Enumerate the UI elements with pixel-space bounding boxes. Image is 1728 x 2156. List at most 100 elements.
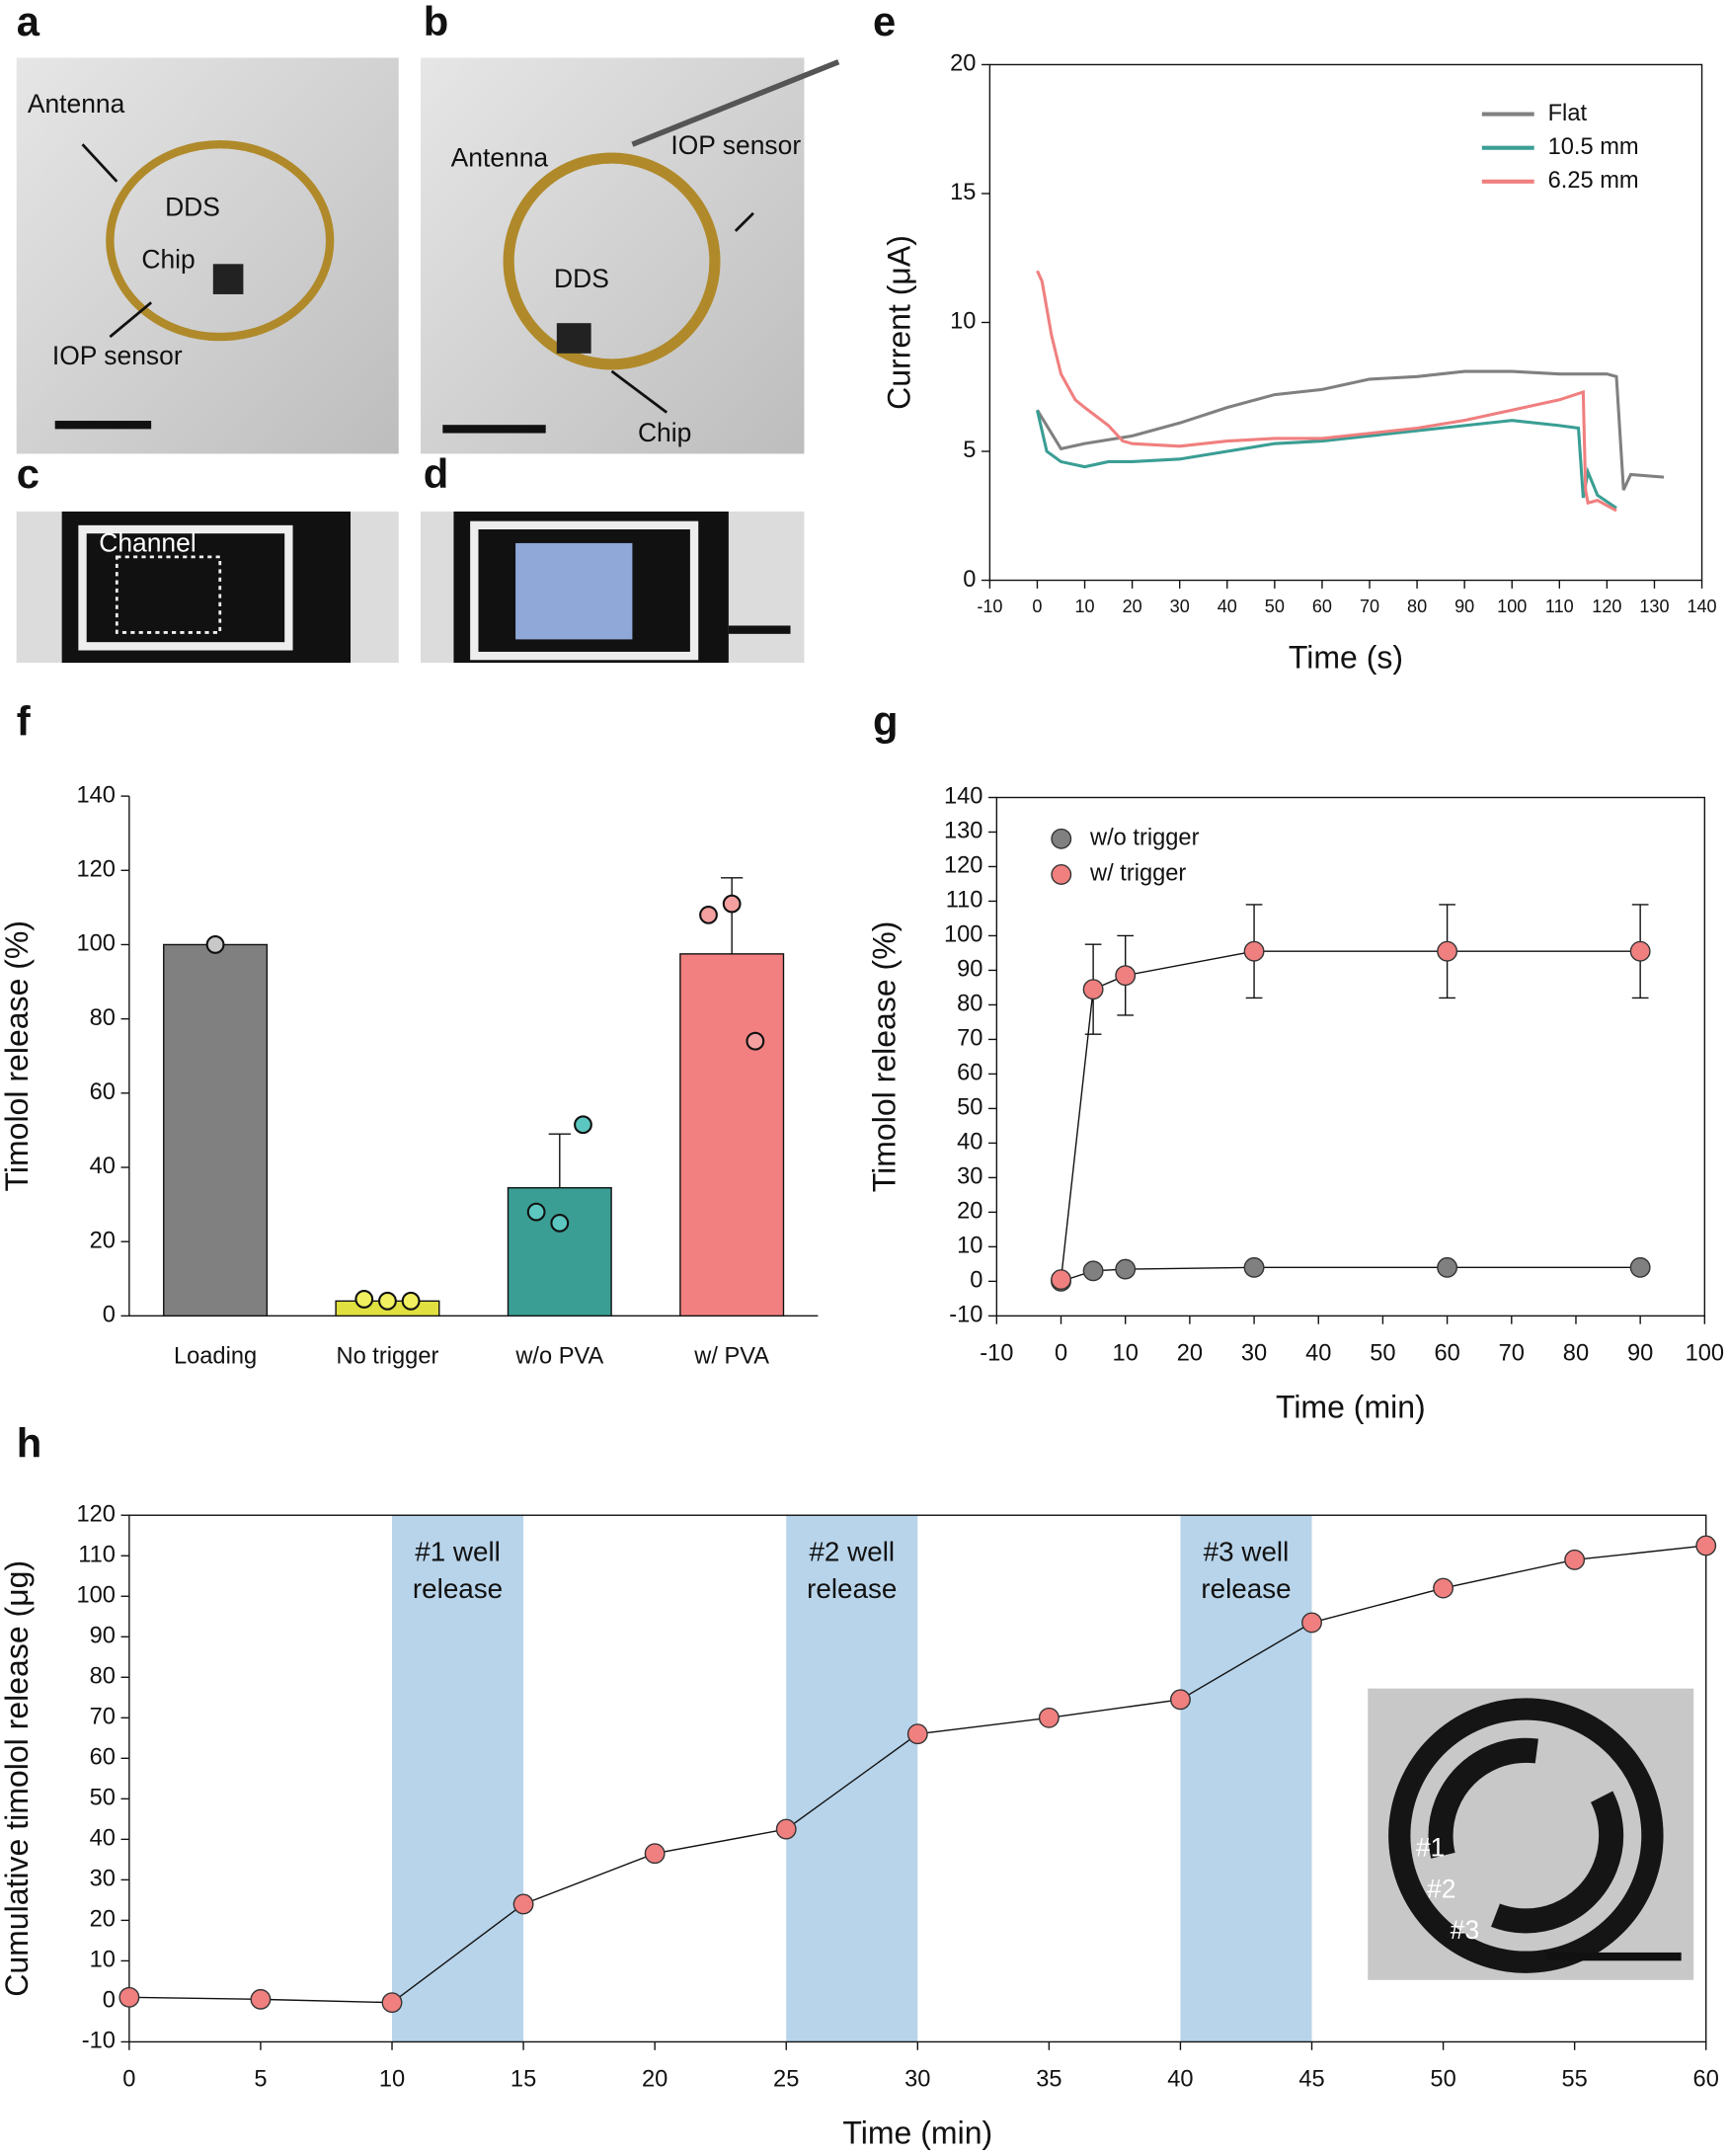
- y-axis-label: Timolol release (%): [866, 921, 902, 1193]
- data-point: [1437, 940, 1458, 962]
- x-tick-label: 0: [1032, 597, 1042, 616]
- y-tick-label: 5: [963, 438, 976, 463]
- x-tick-label: 30: [904, 2067, 930, 2093]
- x-axis-label: Time (min): [842, 2116, 992, 2151]
- y-tick-label: 110: [946, 888, 983, 914]
- y-axis-label: Cumulative timolol release (μg): [0, 1560, 35, 1997]
- data-point: [381, 1992, 403, 2014]
- y-tick-label: 20: [950, 51, 976, 77]
- band-label: release: [807, 1573, 897, 1604]
- chart: #1 well release #2 well release #3 well relea…: [0, 1501, 1719, 2150]
- plot-frame: [995, 796, 1706, 1318]
- y-tick-label: 20: [957, 1199, 982, 1225]
- y-axis-label: Timolol release (%): [0, 920, 35, 1192]
- data-point: [250, 1988, 272, 2010]
- panel-label: b: [424, 0, 449, 44]
- panel-label: e: [873, 0, 896, 44]
- y-tick-label: 80: [957, 992, 982, 1017]
- legend-marker: [1051, 828, 1072, 849]
- data-point: [1051, 1269, 1071, 1291]
- photo-label: #2: [1427, 1874, 1455, 1903]
- series-line: [1036, 270, 1617, 513]
- y-tick-label: 100: [944, 922, 982, 948]
- x-tick-label: 30: [1241, 1341, 1267, 1367]
- legend-marker: [1051, 864, 1072, 885]
- data-point: [378, 1291, 397, 1311]
- x-tick-label: 10: [1113, 1341, 1139, 1367]
- y-tick-label: 0: [970, 1268, 982, 1294]
- legend-label: w/o trigger: [1089, 826, 1200, 851]
- panel-label: c: [17, 450, 39, 497]
- photo-label: DDS: [165, 193, 220, 222]
- x-axis-label: Time (min): [1276, 1389, 1426, 1424]
- photo-d: [421, 511, 805, 664]
- series-line: [1060, 950, 1641, 1280]
- legend-label: Flat: [1548, 101, 1588, 126]
- y-tick-label: 110: [78, 1542, 116, 1567]
- x-tick-label: 100: [1686, 1341, 1724, 1367]
- x-tick-label: -10: [980, 1341, 1013, 1367]
- photo-label: IOP sensor: [670, 130, 801, 160]
- y-tick-label: 120: [76, 857, 115, 883]
- photo-b: [421, 57, 840, 454]
- y-tick-label: 130: [944, 819, 982, 844]
- data-point: [906, 1723, 928, 1745]
- legend-label: 10.5 mm: [1548, 134, 1639, 160]
- y-tick-label: 80: [90, 1664, 116, 1690]
- y-tick-label: 10: [957, 1234, 982, 1259]
- data-point: [1115, 965, 1137, 987]
- x-tick-label: 90: [1627, 1341, 1653, 1367]
- data-point: [526, 1202, 546, 1222]
- x-tick-label: 40: [1217, 597, 1237, 616]
- x-tick-label: 110: [1545, 597, 1574, 616]
- bar: [507, 1186, 612, 1318]
- band-label: release: [413, 1573, 503, 1604]
- photo-label: #3: [1451, 1915, 1479, 1945]
- x-tick-label: 0: [1055, 1341, 1067, 1367]
- x-tick-label: 25: [773, 2067, 799, 2093]
- y-tick-label: 40: [90, 1826, 116, 1852]
- x-tick-label: w/ PVA: [693, 1343, 769, 1369]
- bar: [163, 943, 269, 1318]
- y-tick-label: 20: [90, 1907, 116, 1933]
- photo-label: Antenna: [28, 89, 125, 119]
- photo-c: [16, 511, 399, 664]
- y-tick-label: 70: [90, 1705, 116, 1730]
- data-point: [512, 1893, 534, 1915]
- data-point: [1629, 1256, 1651, 1278]
- x-tick-label: 10: [1074, 597, 1094, 616]
- data-point: [1695, 1535, 1717, 1557]
- data-point: [1038, 1707, 1060, 1728]
- data-point: [1243, 1256, 1265, 1278]
- shaded-band: [786, 1515, 918, 2042]
- x-tick-label: 80: [1407, 597, 1427, 616]
- chart: 0 20 40 60 80 100 120 140 Timolol release (%) Loa…: [0, 782, 819, 1369]
- x-tick-label: 15: [511, 2067, 536, 2093]
- data-point: [644, 1843, 666, 1865]
- band-label: #2 well: [809, 1537, 895, 1567]
- panel-label: f: [17, 698, 31, 745]
- photo-label: #1: [1416, 1833, 1445, 1863]
- chart: -100102030405060708090100110120130140-10…: [866, 784, 1724, 1425]
- panel-label: d: [424, 450, 449, 497]
- x-tick-label: 140: [1687, 597, 1716, 616]
- data-point: [401, 1291, 421, 1311]
- x-tick-label: 50: [1265, 597, 1285, 616]
- y-tick-label: 120: [944, 853, 982, 879]
- y-tick-label: 90: [90, 1624, 116, 1649]
- y-tick-label: 50: [957, 1095, 982, 1121]
- y-tick-label: 80: [90, 1005, 116, 1031]
- x-tick-label: 120: [1592, 597, 1621, 616]
- x-tick-label: -10: [977, 597, 1002, 616]
- photo-labels: Antenna DDS Chip IOP sensor Antenna IOP …: [28, 89, 1479, 1945]
- y-tick-label: 30: [957, 1164, 982, 1190]
- photo-a: [16, 57, 399, 454]
- y-tick-label: 40: [957, 1130, 982, 1156]
- x-tick-label: No trigger: [336, 1343, 438, 1369]
- y-tick-label: -10: [82, 2029, 116, 2054]
- y-tick-label: 20: [90, 1228, 116, 1253]
- data-point: [1629, 940, 1651, 962]
- y-tick-label: 70: [957, 1026, 982, 1052]
- x-tick-label: 40: [1305, 1341, 1331, 1367]
